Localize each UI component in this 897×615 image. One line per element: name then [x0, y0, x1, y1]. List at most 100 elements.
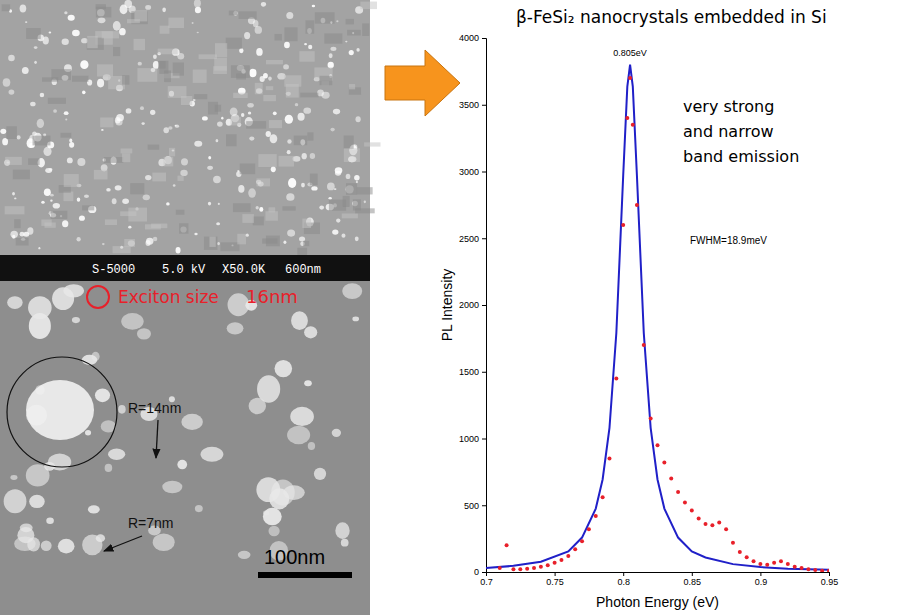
- blob: [332, 229, 338, 234]
- blob: [12, 192, 15, 196]
- blob: [364, 201, 366, 204]
- data-point: [827, 569, 829, 572]
- tick: 0.85: [684, 572, 702, 587]
- texture: [33, 136, 51, 146]
- tick: 0.7: [480, 572, 493, 587]
- blob: [216, 139, 219, 142]
- texture: [240, 164, 255, 175]
- info-text: X50.0K: [222, 263, 266, 277]
- texture: [344, 135, 354, 148]
- blob: [120, 5, 128, 15]
- texture: [82, 205, 94, 210]
- tick-label: 0.9: [755, 577, 768, 587]
- emission-note: band emission: [683, 147, 799, 166]
- texture: [120, 149, 132, 154]
- blob: [355, 116, 360, 122]
- blob: [53, 109, 57, 113]
- tick: 0.95: [821, 572, 839, 587]
- radius-label: R=7nm: [128, 515, 174, 531]
- blob: [312, 5, 315, 8]
- blob: [29, 313, 51, 339]
- blob: [41, 201, 44, 204]
- radius-label: R=14nm: [128, 400, 181, 416]
- texture: [14, 219, 20, 228]
- blob: [273, 111, 277, 115]
- blob: [50, 200, 52, 202]
- texture: [242, 214, 254, 223]
- data-point: [553, 561, 557, 565]
- tick-mark: [482, 372, 486, 373]
- blob: [298, 113, 305, 121]
- tick: 3000: [459, 167, 486, 177]
- blob: [97, 79, 104, 88]
- blob: [333, 109, 340, 115]
- blob: [166, 202, 170, 205]
- texture: [181, 96, 192, 105]
- texture: [284, 27, 297, 41]
- data-point: [498, 566, 502, 570]
- blob: [40, 93, 44, 97]
- texture: [360, 2, 377, 10]
- circle-marker: [7, 357, 117, 467]
- blob: [121, 313, 143, 330]
- blob: [52, 287, 74, 310]
- blob: [247, 103, 254, 108]
- blob: [72, 30, 80, 36]
- blob: [95, 388, 110, 402]
- x-axis: 0.70.750.80.850.90.95: [480, 572, 838, 587]
- blob: [192, 22, 194, 24]
- texture: [72, 76, 88, 82]
- texture: [274, 34, 281, 40]
- data-point: [587, 527, 591, 531]
- tick-label: 2500: [459, 234, 479, 244]
- info-text: 5.0 kV: [162, 263, 206, 277]
- blob: [329, 53, 333, 58]
- data-point: [800, 566, 804, 570]
- blob: [122, 199, 129, 204]
- blob: [138, 62, 142, 66]
- texture: [237, 234, 246, 245]
- data-point: [724, 527, 728, 531]
- blob: [270, 134, 278, 143]
- blob: [322, 92, 330, 99]
- texture: [94, 170, 108, 180]
- blob: [62, 220, 68, 227]
- blob: [162, 8, 166, 13]
- blob: [64, 11, 67, 14]
- blob: [299, 237, 305, 242]
- texture: [113, 47, 120, 56]
- texture: [233, 93, 248, 98]
- blob: [163, 127, 169, 133]
- blob: [102, 243, 105, 245]
- blob: [283, 485, 305, 500]
- texture: [173, 62, 184, 75]
- blob: [202, 116, 208, 120]
- data-point: [704, 522, 708, 526]
- texture: [96, 7, 111, 17]
- blob: [266, 131, 271, 137]
- blob: [128, 226, 131, 229]
- blob: [261, 2, 266, 7]
- texture: [256, 178, 270, 186]
- blob: [221, 117, 223, 120]
- tick-label: 0.75: [546, 577, 564, 587]
- blob: [283, 64, 289, 69]
- blob: [291, 311, 308, 330]
- data-point: [614, 376, 618, 380]
- tick: 1500: [459, 367, 486, 377]
- blob: [287, 426, 310, 444]
- blob: [53, 203, 60, 209]
- axis-line: [487, 573, 830, 577]
- data-point: [511, 567, 515, 571]
- texture: [104, 157, 123, 163]
- blob: [2, 138, 8, 145]
- texture: [346, 19, 354, 24]
- blob: [285, 115, 293, 124]
- fit-line: [486, 65, 829, 570]
- plot-area: [486, 65, 829, 572]
- blob: [181, 414, 203, 430]
- tick: 3500: [459, 100, 486, 110]
- tick-mark: [482, 439, 486, 440]
- texture: [127, 19, 140, 23]
- blob: [64, 111, 69, 115]
